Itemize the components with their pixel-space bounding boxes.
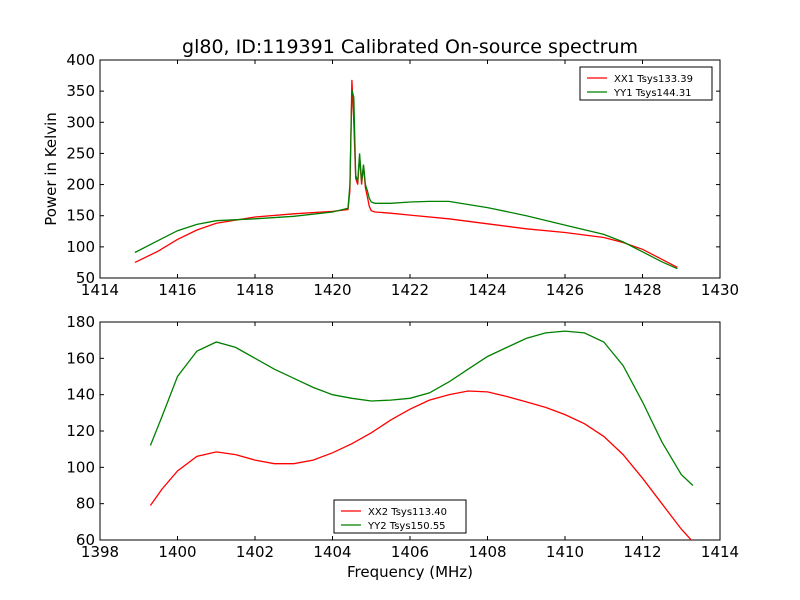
y-tick-label: 140 bbox=[66, 386, 95, 404]
y-tick-label: 100 bbox=[66, 238, 95, 256]
series-line-xx2 bbox=[149, 390, 693, 540]
x-tick-label: 1430 bbox=[701, 281, 739, 299]
legend-label: YY2 Tsys150.55 bbox=[367, 521, 446, 532]
x-tick-label: 1422 bbox=[391, 281, 429, 299]
legend-box bbox=[333, 499, 467, 534]
x-tick-label: 1414 bbox=[81, 281, 119, 299]
legend: XX1 Tsys133.39 YY1 Tsys144.31 bbox=[579, 66, 713, 101]
y-tick-label: 300 bbox=[66, 113, 95, 131]
x-tick-label: 1418 bbox=[236, 281, 274, 299]
x-tick-label: 1408 bbox=[468, 543, 506, 561]
y-tick-label: 60 bbox=[76, 531, 95, 549]
series-line-yy2 bbox=[149, 330, 694, 486]
legend: XX2 Tsys113.40 YY2 Tsys150.55 bbox=[333, 499, 467, 534]
x-tick-label: 1424 bbox=[468, 281, 506, 299]
y-axis-label: Power in Kelvin bbox=[42, 112, 60, 226]
x-tick-label: 1400 bbox=[158, 543, 196, 561]
y-tick-label: 160 bbox=[66, 349, 95, 367]
subplot-1: 1414 1416 1418 1420 1422 1424 1426 1428 1430 50 10… bbox=[42, 51, 739, 299]
y-tick-label: 100 bbox=[66, 458, 95, 476]
x-tick-label: 1406 bbox=[391, 543, 429, 561]
chart-layer: 1414 1416 1418 1420 1422 1424 1426 1428 1430 50 10… bbox=[42, 51, 739, 581]
x-tick-label: 1410 bbox=[546, 543, 584, 561]
subplot-2: 1398 1400 1402 1404 1406 1408 1410 1412 1414 60 80… bbox=[66, 313, 739, 581]
y-tick-label: 120 bbox=[66, 422, 95, 440]
y-tick-label: 400 bbox=[66, 51, 95, 69]
series-line-yy1 bbox=[134, 89, 678, 270]
y-tick-label: 350 bbox=[66, 82, 95, 100]
x-tick-label: 1404 bbox=[313, 543, 351, 561]
x-tick-label: 1416 bbox=[158, 281, 196, 299]
legend-label: XX1 Tsys133.39 bbox=[614, 74, 693, 85]
x-tick-label: 1412 bbox=[623, 543, 661, 561]
y-tick-label: 80 bbox=[76, 495, 95, 513]
x-axis-label: Frequency (MHz) bbox=[347, 563, 473, 581]
legend-label: YY1 Tsys144.31 bbox=[613, 88, 692, 99]
y-tick-label: 50 bbox=[76, 269, 95, 287]
legend-label: XX2 Tsys113.40 bbox=[368, 507, 447, 518]
x-tick-label: 1414 bbox=[701, 543, 739, 561]
y-tick-label: 180 bbox=[66, 313, 95, 331]
series-line-xx1 bbox=[134, 79, 678, 268]
x-tick-label: 1420 bbox=[313, 281, 351, 299]
x-tick-label: 1428 bbox=[623, 281, 661, 299]
x-tick-label: 1402 bbox=[236, 543, 274, 561]
y-tick-label: 200 bbox=[66, 176, 95, 194]
y-tick-label: 250 bbox=[66, 144, 95, 162]
x-tick-label: 1426 bbox=[546, 281, 584, 299]
x-tick-label: 1398 bbox=[81, 543, 119, 561]
y-tick-label: 150 bbox=[66, 207, 95, 225]
chart-title: gl80, ID:119391 Calibrated On-source spe… bbox=[182, 36, 638, 58]
legend-box bbox=[579, 66, 713, 101]
